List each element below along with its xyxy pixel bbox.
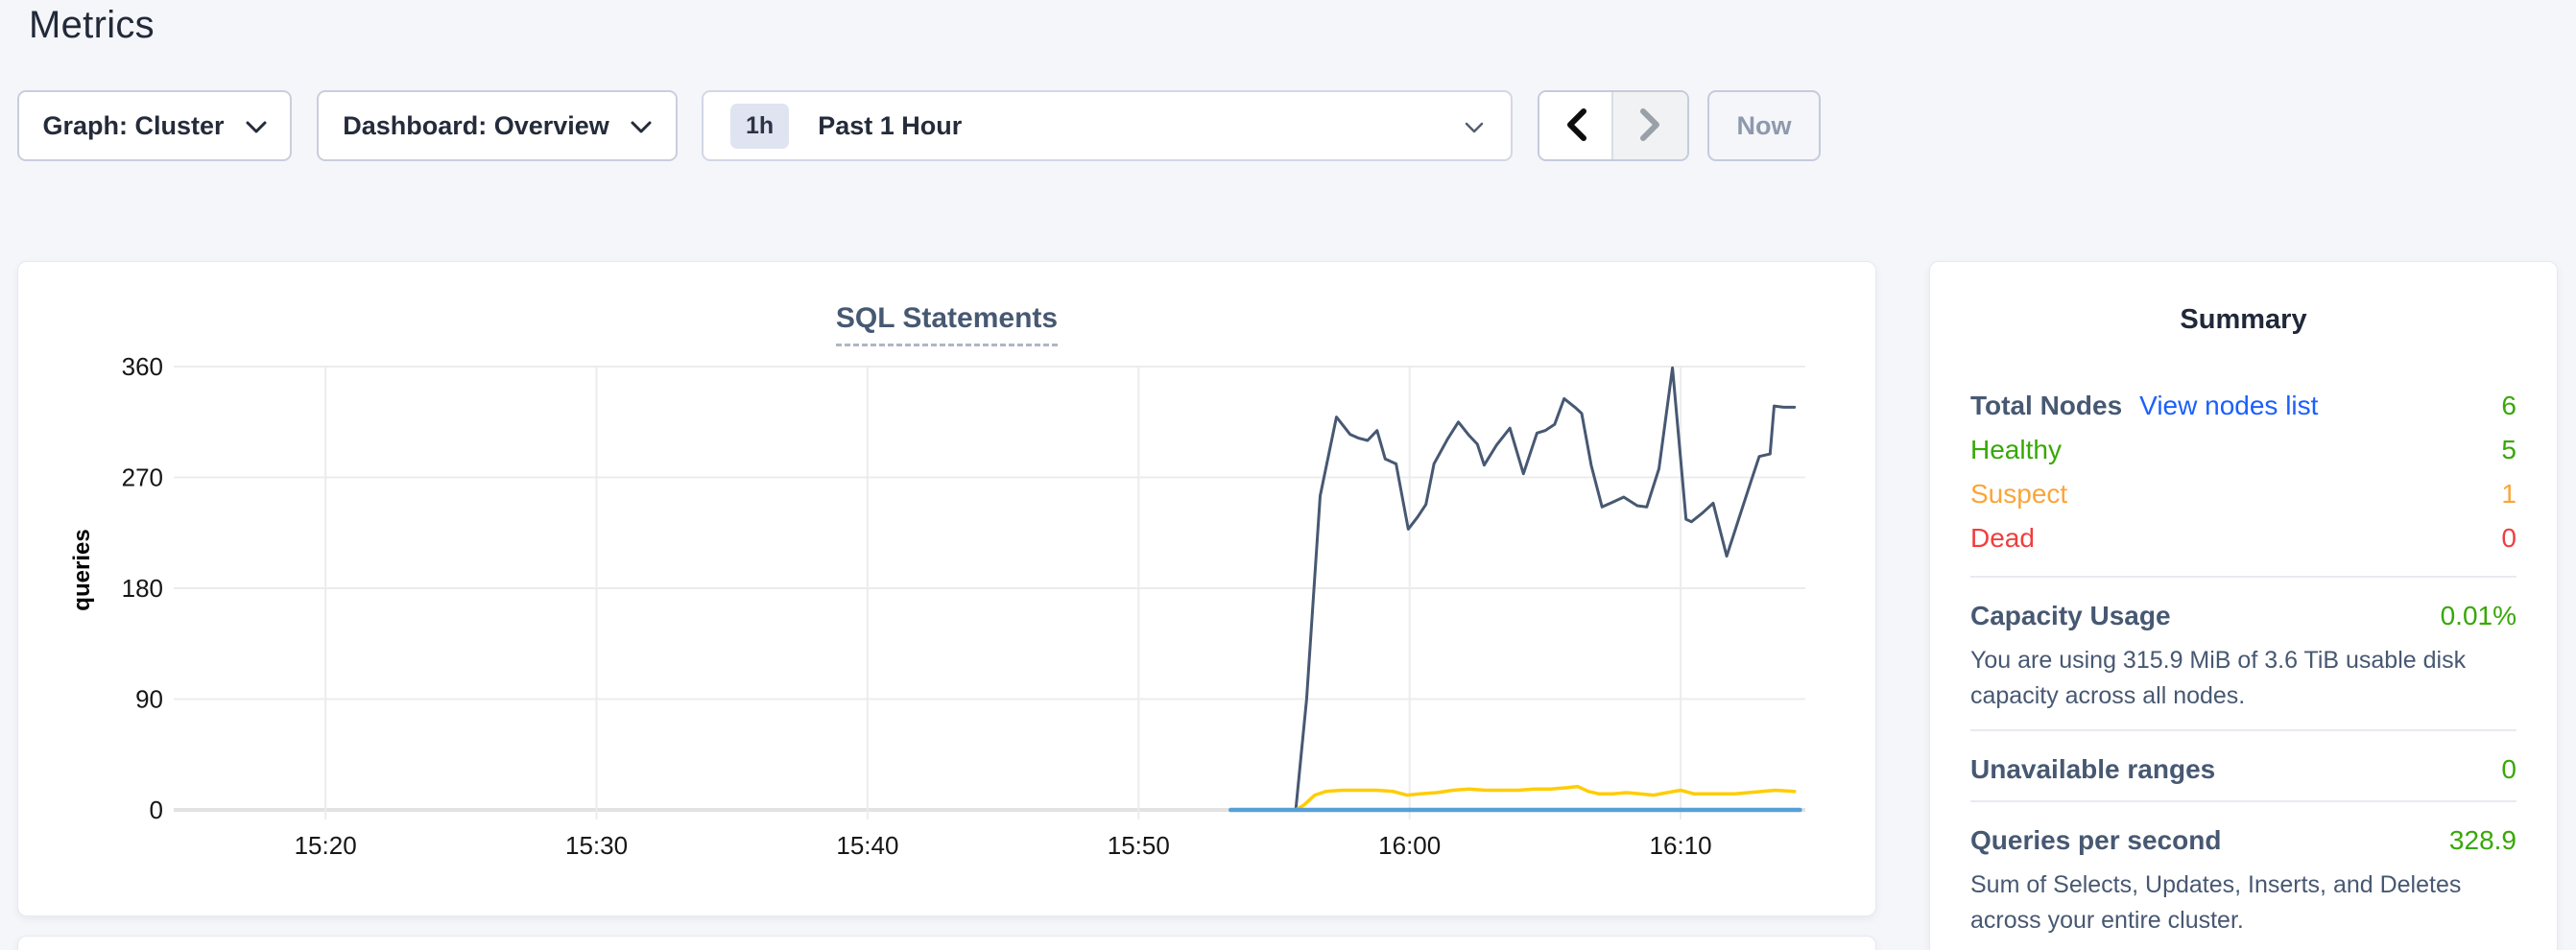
svg-text:90: 90 — [135, 685, 163, 714]
node-status-rows: Total Nodes View nodes list 6 Healthy 5 … — [1970, 384, 2516, 560]
total-nodes-row: Total Nodes View nodes list 6 — [1970, 384, 2516, 428]
svg-text:15:30: 15:30 — [565, 831, 628, 860]
capacity-usage-value: 0.01% — [2440, 601, 2516, 630]
chevron-down-icon — [631, 121, 652, 134]
graph-dropdown[interactable]: Graph: Cluster — [17, 90, 292, 161]
unavailable-ranges-value: 0 — [2501, 754, 2516, 784]
healthy-label: Healthy — [1970, 435, 2062, 464]
dead-value: 0 — [2501, 523, 2516, 553]
capacity-usage-section: Capacity Usage 0.01% You are using 315.9… — [1970, 601, 2516, 714]
time-range-label: Past 1 Hour — [818, 110, 963, 140]
time-window-arrows — [1538, 90, 1689, 161]
divider — [1970, 800, 2516, 802]
yellow-series-line — [1294, 784, 1797, 812]
y-axis-label: queries — [69, 529, 95, 610]
queries-per-second-description: Sum of Selects, Updates, Inserts, and De… — [1970, 871, 2462, 934]
view-nodes-list-link[interactable]: View nodes list — [2139, 391, 2319, 420]
capacity-usage-label: Capacity Usage — [1970, 601, 2171, 630]
svg-text:16:10: 16:10 — [1650, 831, 1712, 860]
divider — [1970, 576, 2516, 578]
svg-text:15:20: 15:20 — [295, 831, 357, 860]
chart-title[interactable]: SQL Statements — [835, 302, 1059, 346]
svg-text:0: 0 — [150, 796, 163, 824]
total-nodes-value: 6 — [2501, 391, 2516, 420]
healthy-nodes-row: Healthy 5 — [1970, 428, 2516, 472]
unavailable-ranges-label: Unavailable ranges — [1970, 754, 2216, 784]
unavailable-ranges-section: Unavailable ranges 0 — [1970, 754, 2516, 785]
page-title: Metrics — [29, 4, 155, 46]
dead-label: Dead — [1970, 523, 2035, 553]
suspect-value: 1 — [2501, 479, 2516, 509]
chevron-left-icon — [1565, 107, 1586, 144]
dead-nodes-row: Dead 0 — [1970, 516, 2516, 560]
svg-text:180: 180 — [122, 574, 163, 603]
queries-per-second-label: Queries per second — [1970, 825, 2222, 855]
summary-panel: Summary Total Nodes View nodes list 6 He… — [1929, 261, 2558, 950]
chevron-down-icon — [246, 121, 267, 134]
svg-text:270: 270 — [122, 463, 163, 492]
time-range-selector[interactable]: 1h Past 1 Hour — [702, 90, 1513, 161]
suspect-label: Suspect — [1970, 479, 2068, 509]
chevron-right-icon — [1639, 107, 1661, 144]
sql-statements-chart: 0 90 180 270 360 15:20 15:30 15:40 15:50 16:00 16:… — [69, 352, 1805, 860]
divider — [1970, 729, 2516, 731]
svg-text:15:40: 15:40 — [836, 831, 898, 860]
now-button[interactable]: Now — [1707, 90, 1821, 161]
svg-text:15:50: 15:50 — [1108, 831, 1170, 860]
dashboard-dropdown[interactable]: Dashboard: Overview — [317, 90, 678, 161]
time-range-badge: 1h — [730, 103, 790, 149]
healthy-value: 5 — [2501, 435, 2516, 464]
dashboard-dropdown-label: Dashboard: Overview — [343, 110, 609, 140]
next-chart-card-edge — [17, 936, 1876, 950]
prev-time-window-button[interactable] — [1539, 92, 1613, 159]
next-time-window-button[interactable] — [1613, 92, 1687, 159]
summary-title: Summary — [2180, 304, 2307, 335]
queries-per-second-value: 328.9 — [2448, 825, 2516, 855]
total-nodes-label: Total Nodes — [1970, 391, 2123, 420]
sql-statements-chart-card: SQL Statements 0 90 180 270 360 15:20 15:30 15:… — [17, 261, 1876, 916]
chevron-down-icon — [1465, 122, 1484, 134]
navy-series-line — [1294, 366, 1797, 812]
suspect-nodes-row: Suspect 1 — [1970, 472, 2516, 516]
metrics-controls-bar: Graph: Cluster Dashboard: Overview 1h Pa… — [17, 90, 1821, 161]
queries-per-second-section: Queries per second 328.9 Sum of Selects,… — [1970, 825, 2516, 938]
svg-text:360: 360 — [122, 352, 163, 381]
graph-dropdown-label: Graph: Cluster — [42, 110, 225, 140]
svg-text:16:00: 16:00 — [1378, 831, 1441, 860]
capacity-usage-description: You are using 315.9 MiB of 3.6 TiB usabl… — [1970, 647, 2467, 709]
